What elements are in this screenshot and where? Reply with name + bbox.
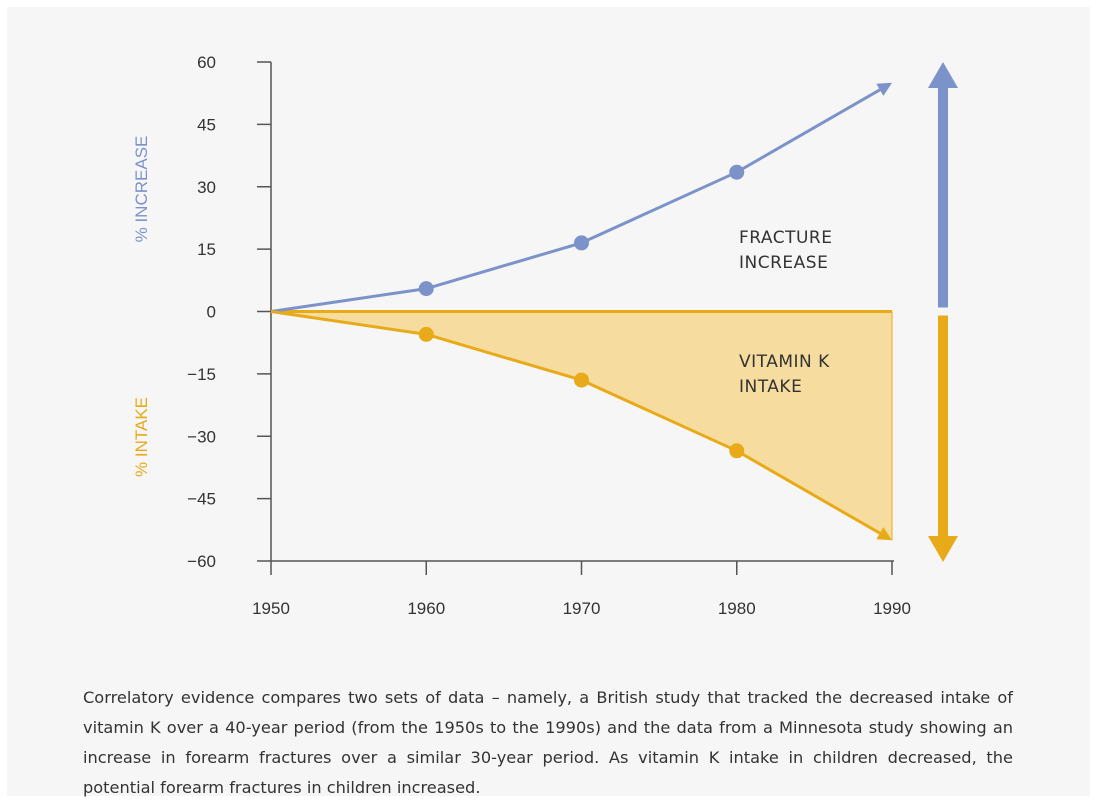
x-tick-label: 1960 [407, 599, 445, 618]
series-end-arrowhead [876, 527, 892, 541]
tick-layer: 60 45 30 15 0 −15 −30 −45 −60 1950 1960 1970 1980 199… [187, 53, 911, 618]
vitamin-annotation-line2: INTAKE [739, 377, 802, 397]
y-axis-label-increase: % INCREASE [132, 136, 151, 243]
data-point [729, 443, 745, 459]
y-tick-label: 45 [197, 115, 216, 134]
y-tick-label: −60 [187, 552, 216, 571]
vitamin-annotation-line1: VITAMIN K [739, 352, 830, 372]
increase-arrow-head [928, 62, 958, 88]
x-tick-label: 1980 [718, 599, 756, 618]
figure-caption: Correlatory evidence compares two sets o… [83, 688, 1013, 798]
y-tick-label: 60 [197, 53, 216, 72]
data-point [418, 281, 434, 297]
y-tick-label: 30 [197, 178, 216, 197]
series-layer [270, 82, 892, 541]
y-tick-label: −45 [187, 490, 216, 509]
data-point [418, 326, 434, 342]
y-tick-label: 0 [207, 303, 216, 322]
chart: 60 45 30 15 0 −15 −30 −45 −60 1950 1960 1970 1980 199… [132, 53, 958, 618]
y-tick-label: −15 [187, 365, 216, 384]
x-tick-label: 1990 [873, 599, 911, 618]
direction-arrows [928, 62, 958, 562]
data-point [574, 372, 589, 388]
data-point [729, 164, 745, 180]
figure-panel [7, 7, 1090, 796]
decrease-arrow-head [928, 536, 958, 562]
x-tick-label: 1950 [252, 599, 290, 618]
x-tick-label: 1970 [563, 599, 601, 618]
decrease-arrow-shaft [938, 315, 948, 538]
intake-area-fill [271, 311, 892, 541]
fracture-annotation-line1: FRACTURE [739, 228, 832, 248]
y-axis-label-intake: % INTAKE [132, 397, 151, 477]
area-layer [271, 310, 893, 541]
increase-arrow-shaft [938, 86, 948, 308]
fracture-annotation-line2: INCREASE [739, 253, 828, 273]
data-point [574, 235, 589, 251]
series-end-arrowhead [876, 82, 892, 96]
y-tick-label: −30 [187, 427, 216, 446]
y-tick-label: 15 [197, 240, 216, 259]
series-line [270, 88, 881, 313]
